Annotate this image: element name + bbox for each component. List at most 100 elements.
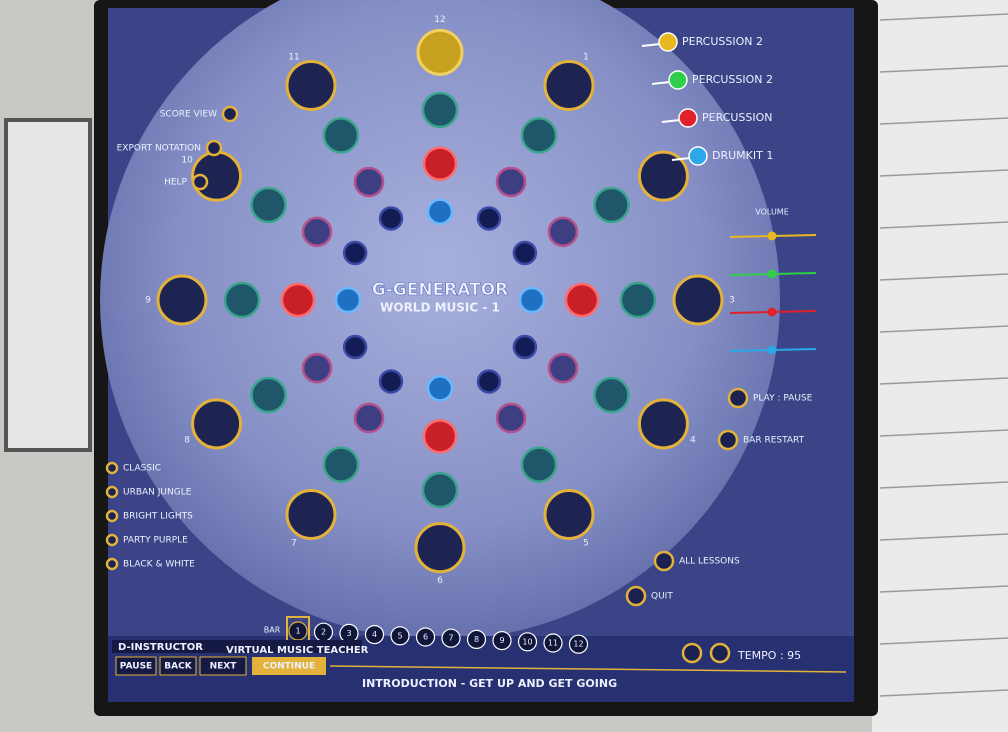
outer-step[interactable] xyxy=(545,490,593,538)
bar-number[interactable]: 3 xyxy=(346,629,351,638)
menu-button[interactable] xyxy=(223,107,237,121)
track4-step[interactable] xyxy=(344,242,366,264)
volume-knob[interactable] xyxy=(768,308,777,317)
track3-step[interactable] xyxy=(566,284,598,316)
track4-step[interactable] xyxy=(380,370,402,392)
volume-knob[interactable] xyxy=(768,346,777,355)
top-step[interactable] xyxy=(418,30,462,74)
track2-step[interactable] xyxy=(324,448,358,482)
track-name[interactable]: PERCUSSION 2 xyxy=(682,35,763,48)
bar-number[interactable]: 6 xyxy=(423,633,428,642)
outer-step[interactable] xyxy=(674,276,722,324)
theme-label[interactable]: CLASSIC xyxy=(123,464,161,474)
track3-step[interactable] xyxy=(303,354,331,382)
bar-number[interactable]: 10 xyxy=(522,637,532,646)
outer-step[interactable] xyxy=(639,400,687,448)
outer-step[interactable] xyxy=(193,400,241,448)
instructor-button-label[interactable]: CONTINUE xyxy=(263,662,315,672)
track4-step[interactable] xyxy=(428,200,452,224)
bar-number[interactable]: 8 xyxy=(474,635,479,644)
track4-step[interactable] xyxy=(514,242,536,264)
theme-label[interactable]: BRIGHT LIGHTS xyxy=(123,512,193,522)
track2-step[interactable] xyxy=(522,118,556,152)
track4-step[interactable] xyxy=(478,370,500,392)
track2-step[interactable] xyxy=(324,118,358,152)
outer-step[interactable] xyxy=(416,524,464,572)
bar-number[interactable]: 11 xyxy=(548,639,558,648)
menu-label[interactable]: EXPORT NOTATION xyxy=(117,144,201,154)
menu-button[interactable] xyxy=(193,175,207,189)
track4-step[interactable] xyxy=(428,376,452,400)
track4-step[interactable] xyxy=(478,208,500,230)
track2-step[interactable] xyxy=(522,448,556,482)
track3-step[interactable] xyxy=(549,218,577,246)
nav-label[interactable]: QUIT xyxy=(651,592,673,602)
track3-step[interactable] xyxy=(424,420,456,452)
track4-step[interactable] xyxy=(344,336,366,358)
menu-label[interactable]: HELP xyxy=(164,178,187,188)
bar-number[interactable]: 9 xyxy=(499,636,504,645)
tempo-down[interactable] xyxy=(683,644,701,662)
tempo-up[interactable] xyxy=(711,644,729,662)
track2-step[interactable] xyxy=(252,378,286,412)
instructor-button-label[interactable]: PAUSE xyxy=(120,662,152,672)
track2-step[interactable] xyxy=(594,378,628,412)
track3-step[interactable] xyxy=(355,168,383,196)
bar-number[interactable]: 12 xyxy=(573,640,583,649)
track4-step[interactable] xyxy=(520,288,544,312)
outer-step[interactable] xyxy=(287,490,335,538)
nav-label[interactable]: ALL LESSONS xyxy=(679,557,740,567)
track3-step[interactable] xyxy=(549,354,577,382)
menu-label[interactable]: SCORE VIEW xyxy=(160,110,217,120)
track-name[interactable]: DRUMKIT 1 xyxy=(712,149,773,162)
track2-step[interactable] xyxy=(252,188,286,222)
track3-step[interactable] xyxy=(424,148,456,180)
control-button[interactable] xyxy=(729,389,747,407)
track-button[interactable] xyxy=(689,147,707,165)
bar-number[interactable]: 4 xyxy=(372,630,377,639)
instructor-button-label[interactable]: BACK xyxy=(164,662,192,672)
theme-label[interactable]: URBAN JUNGLE xyxy=(123,488,192,498)
bar-number[interactable]: 7 xyxy=(448,634,453,643)
track4-step[interactable] xyxy=(380,208,402,230)
track-button[interactable] xyxy=(669,71,687,89)
track2-step[interactable] xyxy=(423,93,457,127)
track3-step[interactable] xyxy=(303,218,331,246)
track-name[interactable]: PERCUSSION 2 xyxy=(692,73,773,86)
control-label[interactable]: PLAY : PAUSE xyxy=(753,394,813,404)
bar-number[interactable]: 5 xyxy=(397,631,402,640)
track4-step[interactable] xyxy=(514,336,536,358)
outer-step[interactable] xyxy=(287,62,335,110)
track3-step[interactable] xyxy=(497,168,525,196)
track4-step[interactable] xyxy=(336,288,360,312)
track3-step[interactable] xyxy=(355,404,383,432)
volume-knob[interactable] xyxy=(768,232,777,241)
track-button[interactable] xyxy=(659,33,677,51)
track2-step[interactable] xyxy=(423,473,457,507)
menu-button[interactable] xyxy=(207,141,221,155)
theme-button[interactable] xyxy=(107,487,117,497)
control-label[interactable]: BAR RESTART xyxy=(743,436,805,446)
bar-number[interactable]: 1 xyxy=(295,627,300,636)
track-button[interactable] xyxy=(679,109,697,127)
outer-step[interactable] xyxy=(158,276,206,324)
nav-button[interactable] xyxy=(655,552,673,570)
theme-label[interactable]: PARTY PURPLE xyxy=(123,536,188,546)
track2-step[interactable] xyxy=(621,283,655,317)
theme-label[interactable]: BLACK & WHITE xyxy=(123,560,195,570)
track2-step[interactable] xyxy=(594,188,628,222)
bar-number[interactable]: 2 xyxy=(321,628,326,637)
track3-step[interactable] xyxy=(282,284,314,316)
track-name[interactable]: PERCUSSION xyxy=(702,111,773,124)
theme-button[interactable] xyxy=(107,511,117,521)
outer-step[interactable] xyxy=(545,62,593,110)
track2-step[interactable] xyxy=(225,283,259,317)
nav-button[interactable] xyxy=(627,587,645,605)
theme-button[interactable] xyxy=(107,535,117,545)
track3-step[interactable] xyxy=(497,404,525,432)
theme-button[interactable] xyxy=(107,463,117,473)
instructor-button-label[interactable]: NEXT xyxy=(210,662,238,672)
control-button[interactable] xyxy=(719,431,737,449)
theme-button[interactable] xyxy=(107,559,117,569)
volume-knob[interactable] xyxy=(768,270,777,279)
